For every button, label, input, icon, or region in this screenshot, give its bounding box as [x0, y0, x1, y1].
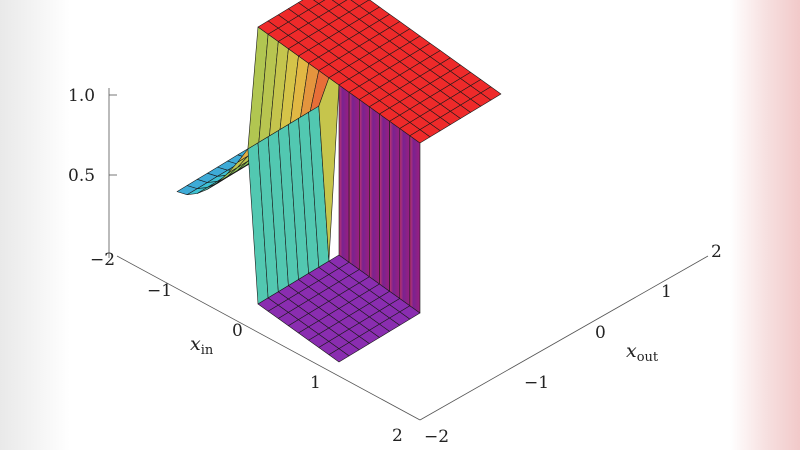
x-out-axis: −2 −1 0 1 2 xout	[424, 242, 722, 447]
x-out-tick-label: 2	[711, 242, 722, 262]
bounding-box-front	[116, 255, 709, 421]
x-in-axis-label: xin	[190, 333, 214, 358]
z-tick-label: −2	[90, 250, 115, 270]
z-tick-label: 0.5	[68, 166, 95, 186]
x-out-tick-label: −2	[424, 427, 449, 447]
wall-patch	[369, 106, 380, 285]
plateau-patch	[480, 86, 502, 101]
x-in-tick-label: −1	[147, 281, 172, 301]
wall-patch	[348, 92, 360, 270]
wall-patch	[389, 121, 401, 299]
x-out-tick-label: 0	[595, 323, 606, 343]
x-in-tick-label: 0	[232, 321, 243, 341]
wall-patch	[358, 99, 370, 278]
plateau-patch	[350, 0, 370, 7]
background-shade-right	[730, 0, 800, 450]
wall-patch	[379, 113, 390, 292]
x-in-tick-label: 2	[392, 426, 403, 446]
plateau-patch	[313, 0, 326, 4]
background-shade-left	[0, 0, 70, 450]
wall-patch	[399, 128, 411, 307]
x-out-axis-label: xout	[626, 340, 659, 365]
surface-mesh	[176, 0, 502, 363]
z-axis: 1.0 0.5 −2	[68, 86, 117, 270]
x-out-tick-label: −1	[524, 373, 549, 393]
plateau-patch	[331, 0, 348, 6]
x-in-axis: −1 0 1 2 xin	[147, 281, 403, 446]
wall-patch	[338, 84, 350, 263]
x-out-tick-label: 1	[661, 282, 672, 302]
x-in-tick-label: 1	[310, 373, 321, 393]
wall-patch	[409, 135, 421, 314]
z-tick-label: 1.0	[68, 86, 95, 106]
